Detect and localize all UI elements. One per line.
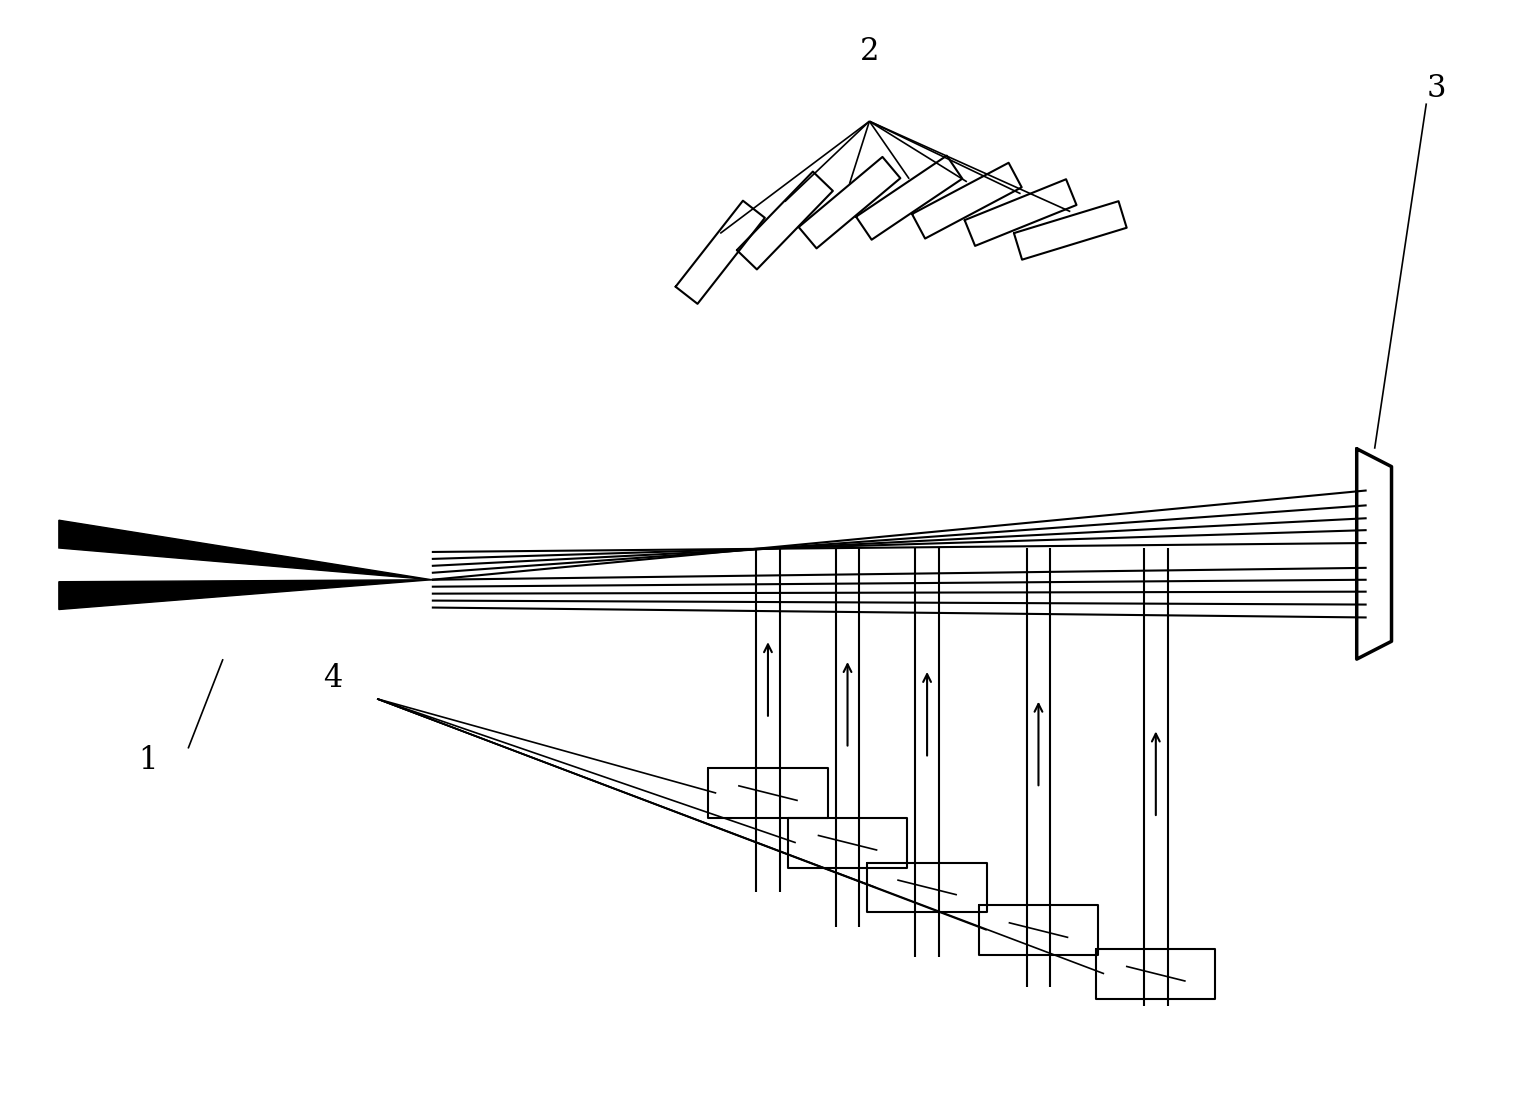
Polygon shape bbox=[59, 520, 432, 579]
Polygon shape bbox=[59, 579, 432, 610]
Text: 3: 3 bbox=[1427, 73, 1446, 104]
Text: 1: 1 bbox=[138, 745, 158, 776]
Text: 2: 2 bbox=[859, 36, 879, 67]
Text: 4: 4 bbox=[322, 664, 342, 694]
